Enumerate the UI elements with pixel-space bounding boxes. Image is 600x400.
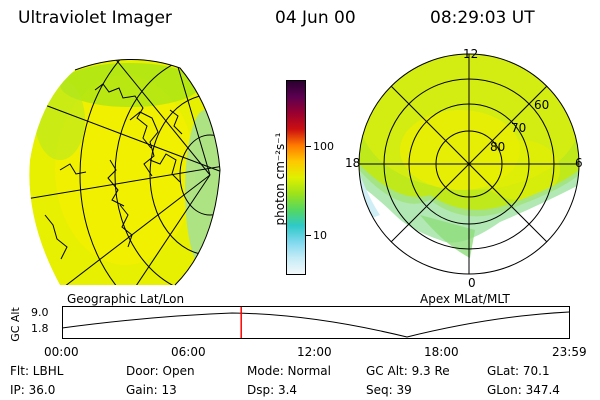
mlat-label-70: 70 <box>511 121 527 135</box>
mlt-label-18: 18 <box>345 156 361 170</box>
info-mode: Mode: Normal <box>247 364 331 378</box>
info-ip: IP: 36.0 <box>10 383 56 397</box>
right-map-caption: Apex MLat/MLT <box>420 292 510 306</box>
mlt-label-0: 0 <box>468 276 476 290</box>
info-dsp: Dsp: 3.4 <box>247 383 298 397</box>
altitude-plot <box>61 306 570 339</box>
left-map-caption: Geographic Lat/Lon <box>67 292 185 306</box>
mlat-mlt-grid <box>358 53 580 275</box>
colorbar-label-100: 100 <box>313 140 334 153</box>
info-door: Door: Open <box>126 364 195 378</box>
info-glon: GLon: 347.4 <box>487 383 560 397</box>
altitude-ylabel: GC Alt <box>8 307 22 342</box>
info-gain: Gain: 13 <box>126 383 177 397</box>
colorbar <box>286 80 306 275</box>
altitude-ytick-high: 9.0 <box>31 306 49 319</box>
time-label: 08:29:03 UT <box>430 8 535 28</box>
info-glat: GLat: 70.1 <box>487 364 550 378</box>
xtick-0600: 06:00 <box>171 345 206 359</box>
coastlines <box>44 83 183 260</box>
date-label: 04 Jun 00 <box>275 8 356 28</box>
mlat-label-60: 60 <box>534 98 550 112</box>
colorbar-unit-label: photon cm⁻²s⁻¹ <box>273 132 287 226</box>
altitude-ytick-low: 1.8 <box>31 322 49 335</box>
xtick-1200: 12:00 <box>297 345 332 359</box>
app-title: Ultraviolet Imager <box>18 8 172 28</box>
colorbar-tick-100 <box>306 146 311 147</box>
info-gc-alt: GC Alt: 9.3 Re <box>366 364 450 378</box>
xtick-1800: 18:00 <box>424 345 459 359</box>
mlat-label-80: 80 <box>490 140 506 154</box>
xtick-2359: 23:59 <box>552 345 587 359</box>
info-seq: Seq: 39 <box>366 383 412 397</box>
altitude-curve <box>61 311 570 338</box>
colorbar-label-10: 10 <box>313 229 327 242</box>
info-filter: Flt: LBHL <box>10 364 64 378</box>
colorbar-tick-10 <box>306 235 311 236</box>
mlt-label-6: 6 <box>575 156 583 170</box>
xtick-0000: 00:00 <box>44 345 79 359</box>
mlt-label-12: 12 <box>463 47 479 61</box>
